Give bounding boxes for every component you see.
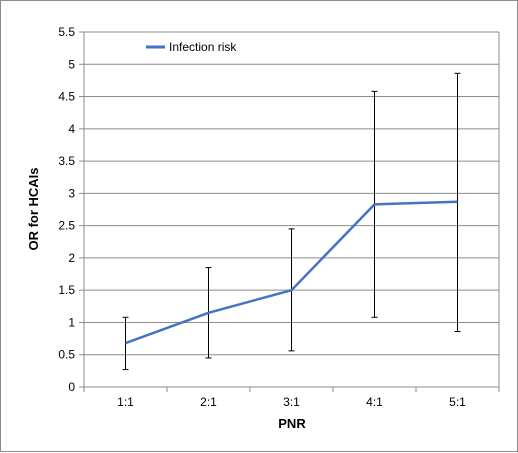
series-line-infection-risk <box>125 200 458 345</box>
legend: Infection risk <box>146 40 237 54</box>
y-tick-label: 0 <box>68 380 75 394</box>
x-axis-title: PNR <box>278 416 306 431</box>
y-tick-label: 1 <box>68 315 75 329</box>
x-tick-label: 1:1 <box>117 395 134 409</box>
series-lines <box>125 200 458 345</box>
x-tick-label: 5:1 <box>449 395 466 409</box>
y-tick-labels: 0 0.5 1 1.5 2 2.5 3 3.5 4 4.5 5 5.5 <box>58 25 75 394</box>
y-tick-label: 5.5 <box>58 25 75 39</box>
y-tick-label: 2.5 <box>58 219 75 233</box>
gridlines <box>84 31 499 356</box>
axes <box>79 31 500 392</box>
y-axis-title: OR for HCAIs <box>26 167 41 250</box>
y-tick-label: 5 <box>68 57 75 71</box>
y-tick-label: 4.5 <box>58 90 75 104</box>
x-tick-label: 3:1 <box>283 395 300 409</box>
x-tick-label: 2:1 <box>200 395 217 409</box>
y-tick-label: 2 <box>68 251 75 265</box>
y-tick-label: 4 <box>68 122 75 136</box>
y-tick-label: 3.5 <box>58 154 75 168</box>
y-tick-label: 1.5 <box>58 283 75 297</box>
x-tick-label: 4:1 <box>366 395 383 409</box>
legend-label: Infection risk <box>169 40 237 54</box>
y-tick-label: 0.5 <box>58 348 75 362</box>
x-tick-labels: 1:1 2:1 3:1 4:1 5:1 <box>117 395 466 409</box>
y-tick-label: 3 <box>68 186 75 200</box>
